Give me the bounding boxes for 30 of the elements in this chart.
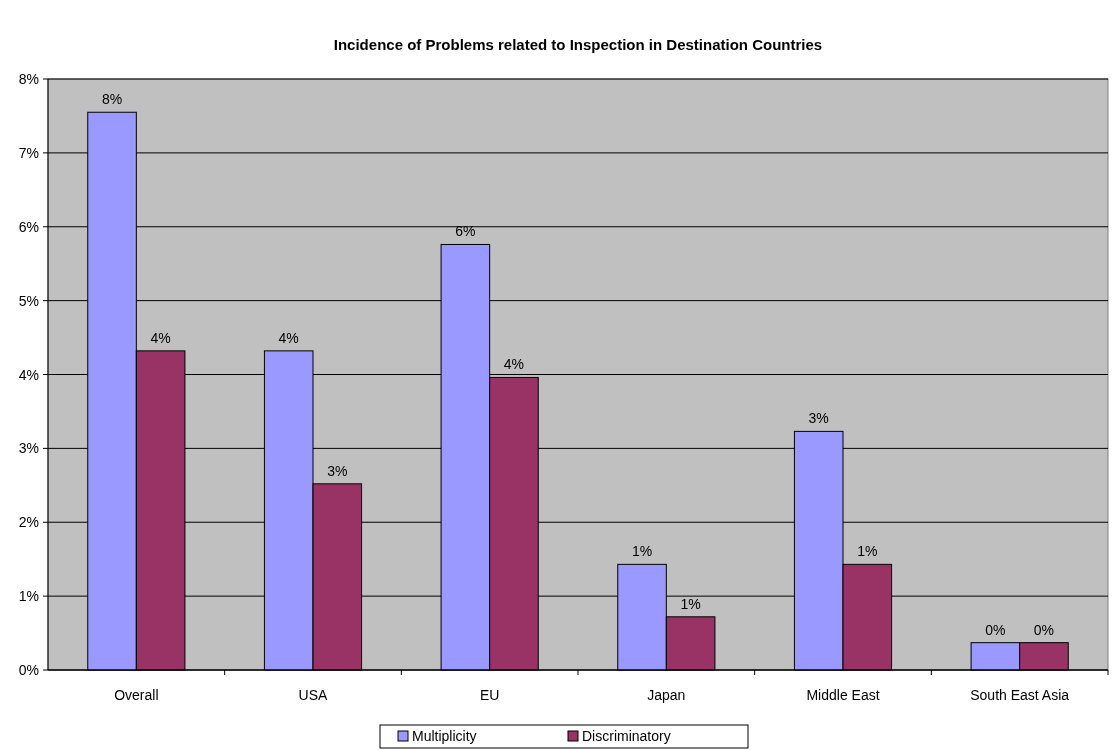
- x-tick-label: Japan: [647, 687, 686, 703]
- data-label: 6%: [455, 223, 476, 240]
- data-label: 0%: [985, 621, 1006, 638]
- y-tick-label: 6%: [18, 218, 39, 235]
- y-tick-label: 5%: [18, 292, 39, 309]
- data-label: 4%: [503, 356, 525, 373]
- y-tick-label: 2%: [18, 514, 39, 531]
- data-label: 4%: [278, 329, 299, 346]
- data-label: 4%: [150, 329, 171, 346]
- y-tick-label: 3%: [18, 440, 39, 457]
- data-label: 1%: [631, 543, 653, 560]
- x-tick-label: USA: [298, 687, 329, 703]
- data-label: 0%: [1033, 621, 1055, 638]
- x-tick-label: South East Asia: [970, 687, 1070, 703]
- x-tick-label: EU: [479, 687, 500, 703]
- chart-title: Incidence of Problems related to Inspection in Destination Countries: [333, 36, 823, 53]
- y-tick-label: 4%: [18, 366, 39, 383]
- x-tick-label: Middle East: [806, 687, 880, 703]
- y-tick-label: 0%: [18, 662, 39, 678]
- legend-label: Multiplicity: [412, 728, 477, 744]
- data-label: 8%: [101, 91, 123, 108]
- y-tick-label: 8%: [18, 71, 39, 87]
- y-tick-label: 7%: [18, 144, 39, 161]
- x-tick-label: Overall: [114, 687, 159, 703]
- legend-label: Discriminatory: [582, 728, 671, 744]
- data-label: 3%: [808, 410, 829, 427]
- data-label: 1%: [680, 595, 701, 612]
- data-label: 3%: [327, 462, 348, 479]
- data-label: 1%: [857, 543, 878, 560]
- y-tick-label: 1%: [18, 588, 39, 605]
